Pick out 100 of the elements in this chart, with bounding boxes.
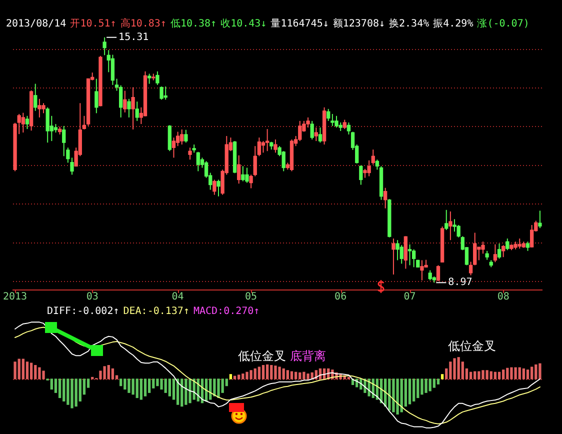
bar [506,368,509,380]
bar [436,378,440,384]
bar [449,362,452,380]
bar [14,362,16,380]
bar [62,378,66,402]
bar [74,378,78,407]
bar [30,362,33,380]
bar [478,371,480,380]
candlestick [477,246,481,261]
bar [217,378,220,398]
bar [274,366,277,380]
candlestick [245,167,249,184]
bar [514,367,517,380]
x-tick-label: 08 [497,292,510,303]
candlestick [481,241,485,254]
bar [254,368,256,380]
candlestick [384,187,388,209]
bar [34,365,37,380]
text: 高10.83↑ [120,18,166,30]
bar [494,372,497,380]
candlestick [34,83,38,112]
bar [278,366,281,380]
annotation: 8.97 [448,277,472,288]
x-tick-label: 03 [86,292,98,303]
text: MACD:0.270↑ [193,306,260,318]
candlestick [274,138,278,154]
candlestick [506,238,510,251]
candlestick [237,154,241,184]
candlestick [420,260,424,281]
candlestick [412,248,416,268]
candlestick [306,116,310,128]
bar [258,366,261,380]
candlestick [346,122,351,135]
bar [282,368,285,380]
bar [408,378,412,404]
text: 2013/08/14 [6,18,66,30]
bar [103,366,106,380]
candlestick [135,101,139,122]
bar [58,378,62,398]
bar [482,370,484,380]
bar [184,378,188,405]
bar [453,358,456,380]
annotation: 低位金叉 [448,339,496,354]
bar [424,378,428,393]
candlestick [444,209,448,231]
text: DEA:-0.137↑ [123,306,190,318]
bar [457,357,460,380]
bar [526,370,530,380]
bar [306,374,310,380]
candlestick [38,98,42,118]
candlestick [326,108,330,122]
bar [120,378,122,386]
candlestick [147,73,152,84]
bar [160,378,163,390]
bar [229,374,232,380]
candlestick [282,150,286,172]
candlestick [184,129,188,144]
bar [38,367,41,380]
candlestick [375,159,380,170]
bar [298,372,302,380]
candlestick [156,70,160,86]
bar [490,371,492,380]
bar [474,371,476,380]
bar [432,378,436,388]
candlestick [212,179,216,196]
candlestick [497,243,502,260]
candlestick [359,164,363,186]
bar [132,378,134,395]
candlestick [526,241,530,252]
bar [498,372,501,380]
bar [290,371,294,380]
bar [156,378,159,386]
candlestick [400,244,404,264]
annotation: 底背离 [290,349,326,364]
candlestick [493,244,498,263]
bar [42,370,45,380]
candlestick [127,98,131,118]
bar [18,358,20,380]
candlestick [318,127,322,144]
bar [140,378,143,400]
bar [266,364,269,380]
candlestick [518,238,522,250]
x-tick-label: 05 [245,292,258,303]
candlestick [46,106,50,144]
candlestick [314,127,318,142]
candlestick [42,102,46,114]
candlestick [123,90,127,113]
candlestick [371,149,375,166]
bar [148,378,151,393]
candlestick [330,113,334,126]
candlestick [257,137,262,157]
bar [124,378,126,390]
text: 量1164745↓ [270,18,329,30]
bar [66,378,70,405]
bar [246,372,248,380]
text: 额123708↓ [332,18,386,30]
bar [262,365,265,380]
bar [400,378,403,412]
annotation: 低位金叉 [238,349,286,364]
candlestick [334,115,338,128]
